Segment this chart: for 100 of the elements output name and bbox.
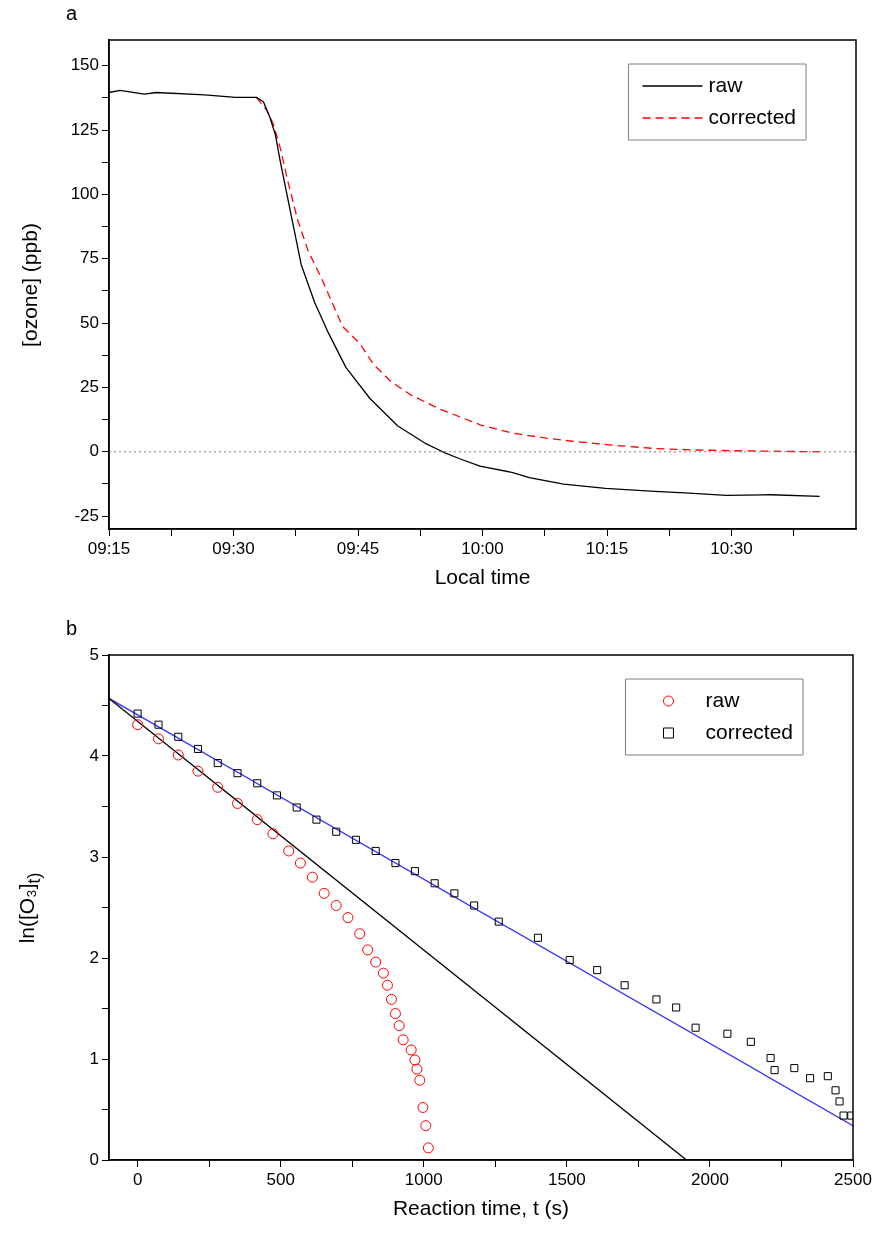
point [133, 709, 142, 718]
point [332, 827, 341, 836]
point [342, 912, 354, 924]
y-tick-label: 1 [89, 1048, 99, 1068]
point [233, 769, 242, 778]
point [410, 867, 419, 876]
point [132, 719, 144, 731]
point [835, 1097, 844, 1106]
point [405, 1044, 417, 1056]
point [154, 720, 163, 729]
point [318, 887, 330, 899]
point [414, 1074, 426, 1086]
y-tick-label: -25 [74, 505, 99, 525]
point [391, 859, 400, 868]
y-tick-label: 0 [89, 1149, 99, 1169]
point [420, 1120, 432, 1132]
point [593, 966, 602, 975]
point [790, 1064, 799, 1073]
point [312, 815, 321, 824]
x-axis-title: Reaction time, t (s) [392, 1196, 570, 1220]
point [292, 803, 301, 812]
point [253, 779, 262, 788]
point [393, 1020, 405, 1032]
point [422, 1142, 434, 1154]
chart-title: a [66, 2, 78, 25]
point [766, 1053, 775, 1063]
x-tick-label: 10:30 [710, 538, 753, 558]
point [494, 917, 503, 926]
point [389, 1008, 401, 1020]
legend-label: corrected [705, 719, 794, 743]
point [381, 979, 393, 991]
point [770, 1066, 779, 1075]
x-tick-label: 1500 [547, 1169, 586, 1189]
point [839, 1111, 848, 1120]
point [251, 814, 263, 826]
point [370, 956, 382, 968]
point [397, 1034, 409, 1046]
x-tick-label: 2500 [834, 1169, 872, 1189]
point [172, 749, 184, 761]
point [620, 981, 629, 990]
y-tick-label: 4 [89, 745, 99, 765]
y-axis-title: [ozone] (ppb) [18, 222, 42, 347]
point [231, 797, 243, 809]
x-tick-label: 1000 [404, 1169, 443, 1189]
point [306, 871, 318, 883]
point [652, 995, 661, 1004]
point [723, 1029, 732, 1038]
y-tick-label: 5 [89, 644, 99, 664]
x-tick-label: 09:15 [87, 538, 131, 558]
chart-title: b [66, 617, 78, 640]
point [272, 791, 282, 800]
x-tick-label: 09:45 [336, 538, 380, 558]
y-tick-label: 50 [80, 312, 99, 332]
y-tick-label: 100 [70, 184, 99, 204]
x-tick-label: 2000 [691, 1169, 729, 1189]
point [746, 1037, 755, 1046]
y-tick-label: 3 [89, 846, 99, 866]
point [354, 928, 366, 940]
point [267, 828, 279, 840]
point [409, 1054, 421, 1066]
legend-label: raw [708, 72, 744, 96]
point [533, 933, 542, 942]
x-tick-label: 0 [132, 1169, 143, 1189]
point [330, 899, 342, 911]
point [385, 993, 397, 1005]
y-tick-label: 125 [70, 119, 99, 139]
point [672, 1003, 681, 1012]
point [565, 955, 574, 965]
point [430, 879, 439, 888]
x-tick-label: 09:30 [212, 538, 255, 558]
point [470, 901, 479, 910]
point [411, 1063, 423, 1075]
y-tick-label: 25 [80, 377, 99, 397]
point [294, 857, 306, 869]
y-tick-label: 2 [89, 947, 99, 967]
line-series [255, 96, 821, 453]
point [153, 733, 165, 745]
point [377, 967, 389, 979]
x-tick-label: 10:00 [461, 538, 504, 558]
point [362, 944, 374, 956]
point [174, 732, 183, 741]
y-tick-label: 0 [89, 441, 99, 461]
point [691, 1023, 700, 1032]
point [193, 744, 203, 753]
point [283, 845, 295, 857]
x-tick-label: 500 [266, 1169, 295, 1189]
point [192, 765, 204, 777]
y-tick-label: 75 [80, 248, 99, 268]
point [213, 759, 222, 768]
point [831, 1086, 840, 1095]
point [212, 781, 224, 793]
x-axis-title: Local time [434, 565, 531, 589]
point [823, 1072, 832, 1081]
legend-label: raw [705, 687, 741, 711]
point [806, 1074, 815, 1083]
point [351, 835, 360, 844]
x-tick-label: 10:15 [585, 538, 629, 558]
point [450, 889, 459, 898]
point [417, 1101, 429, 1113]
legend-label: corrected [708, 104, 797, 128]
